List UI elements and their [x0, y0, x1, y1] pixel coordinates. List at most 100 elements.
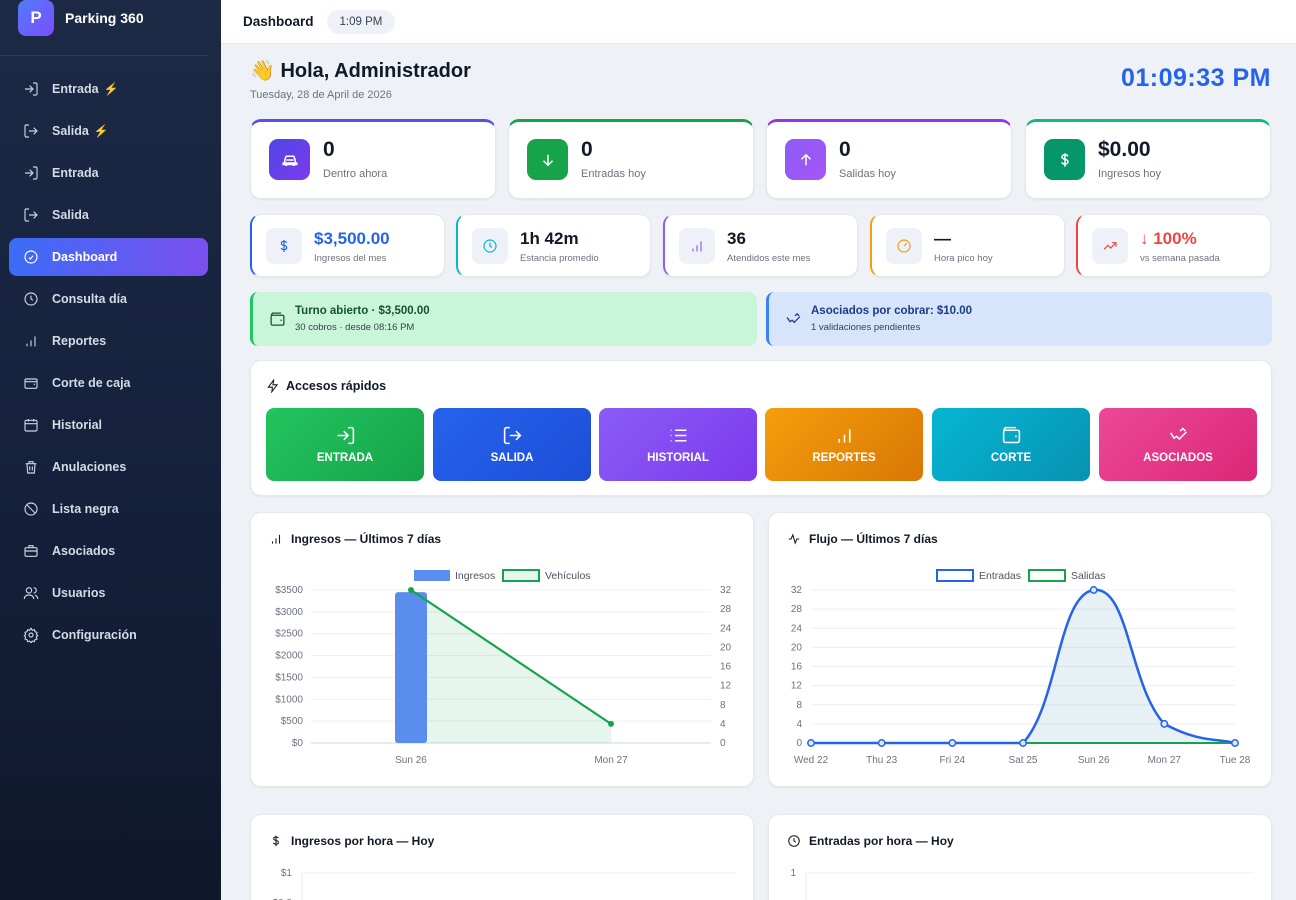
sidebar-item-salida[interactable]: Salida — [9, 196, 208, 234]
quick-historial-button[interactable]: HISTORIAL — [599, 408, 757, 481]
y-tick-label: 12 — [791, 681, 803, 692]
y-left-tick-label: $3500 — [275, 585, 303, 596]
asociados-banner[interactable]: Asociados por cobrar: $10.00 1 validacio… — [766, 292, 1272, 346]
dollar-icon — [266, 228, 302, 264]
quick-asociados-button[interactable]: ASOCIADOS — [1099, 408, 1257, 481]
metric-card-atendidos: 36 Atendidos este mes — [663, 214, 858, 277]
logout-icon — [24, 124, 38, 138]
greeting: 👋 Hola, Administrador — [250, 58, 471, 83]
y-tick-label: 28 — [791, 604, 803, 615]
legend-swatch-entradas — [936, 569, 974, 582]
bar-chart-icon — [679, 228, 715, 264]
turno-title: Turno abierto · $3,500.00 — [295, 305, 430, 317]
sidebar-item-label: Historial — [52, 418, 103, 432]
y-left-tick-label: $1000 — [275, 694, 303, 705]
dollar-icon — [1044, 139, 1085, 180]
entradas-hora-title: Entradas por hora — Hoy — [787, 834, 954, 848]
metric-value: 1h 42m — [520, 229, 579, 248]
login-icon — [25, 166, 38, 180]
stat-value: 0 — [581, 138, 593, 161]
sidebar-item-lista-negra[interactable]: Lista negra — [9, 490, 208, 528]
brand-name: Parking 360 — [65, 9, 144, 26]
y-left-tick-label: $2500 — [275, 629, 303, 640]
metric-card-hora-pico: — Hora pico hoy — [870, 214, 1065, 277]
ingresos-chart-title: Ingresos — Últimos 7 días — [269, 532, 441, 546]
sidebar-item-label: Usuarios — [52, 586, 106, 600]
ingresos-hora-title: Ingresos por hora — Hoy — [269, 834, 434, 848]
quick-salida-button[interactable]: SALIDA — [433, 408, 591, 481]
y-tick-label: 4 — [796, 719, 802, 730]
time-pill: 1:09 PM — [326, 9, 396, 34]
x-tick-label: Sun 26 — [395, 755, 427, 766]
turno-sub: 30 cobros · desde 08:16 PM — [295, 322, 415, 333]
quick-entrada-button[interactable]: ENTRADA — [266, 408, 424, 481]
sidebar-item-configuracion[interactable]: Configuración — [9, 616, 208, 654]
legend-label-entradas: Entradas — [979, 570, 1021, 582]
entradas-point — [1019, 739, 1027, 747]
stat-label: Ingresos hoy — [1098, 168, 1161, 180]
metric-card-ingresos-mes: $3,500.00 Ingresos del mes — [250, 214, 445, 277]
activity-icon — [788, 533, 800, 545]
x-tick-label: Tue 28 — [1220, 755, 1251, 766]
stat-value: 0 — [323, 138, 335, 161]
y-right-tick-label: 16 — [720, 662, 732, 673]
y-tick-label: 32 — [791, 585, 803, 596]
sidebar-item-corte-de-caja[interactable]: Corte de caja — [9, 364, 208, 402]
handshake-icon — [786, 312, 801, 324]
sidebar-item-entrada-rapida[interactable]: Entrada ⚡ — [9, 70, 208, 108]
chart-title-text: Ingresos — Últimos 7 días — [291, 532, 442, 546]
y-right-tick-label: 20 — [720, 642, 732, 653]
y-tick-label: 0 — [796, 738, 802, 749]
metric-label: Estancia promedio — [520, 253, 599, 264]
y-right-tick-label: 28 — [720, 604, 732, 615]
stat-card-salidas: 0 Salidas hoy — [766, 119, 1012, 199]
sidebar-item-dashboard[interactable]: Dashboard — [9, 238, 208, 276]
quick-button-label: SALIDA — [490, 452, 534, 464]
arrow-down-icon — [527, 139, 568, 180]
stat-value: $0.00 — [1098, 138, 1151, 161]
logout-icon — [24, 208, 38, 222]
clock-icon — [788, 835, 800, 847]
quick-corte-button[interactable]: CORTE — [932, 408, 1090, 481]
legend-swatch-ingresos — [414, 570, 450, 581]
y-left-tick-label: $2000 — [275, 651, 303, 662]
brand-logo: P — [18, 0, 54, 36]
sidebar-item-entrada[interactable]: Entrada — [9, 154, 208, 192]
metric-card-estancia: 1h 42m Estancia promedio — [456, 214, 651, 277]
x-tick-label: Thu 23 — [866, 755, 898, 766]
sidebar-item-salida-rapida[interactable]: Salida ⚡ — [9, 112, 208, 150]
turno-banner[interactable]: Turno abierto · $3,500.00 30 cobros · de… — [250, 292, 757, 346]
x-tick-label: Sat 25 — [1009, 755, 1038, 766]
greeting-text: Hola, Administrador — [280, 60, 471, 82]
metric-label: vs semana pasada — [1140, 253, 1220, 264]
x-tick-label: Mon 27 — [1148, 755, 1182, 766]
wallet-icon — [270, 312, 285, 326]
metric-value: — — [934, 229, 951, 248]
quick-reportes-button[interactable]: REPORTES — [765, 408, 923, 481]
chart-title-text: Entradas por hora — Hoy — [809, 834, 954, 848]
wallet-icon — [24, 378, 38, 389]
dollar-icon — [272, 835, 279, 847]
quick-button-label: CORTE — [990, 452, 1032, 464]
sidebar-item-consulta-dia[interactable]: Consulta día — [9, 280, 208, 318]
quick-button-label: REPORTES — [812, 452, 876, 464]
sidebar-item-anulaciones[interactable]: Anulaciones — [9, 448, 208, 486]
sidebar-item-usuarios[interactable]: Usuarios — [9, 574, 208, 612]
sidebar-item-historial[interactable]: Historial — [9, 406, 208, 444]
y-right-tick-label: 4 — [720, 719, 726, 730]
stat-label: Entradas hoy — [581, 168, 646, 180]
x-tick-label: Mon 27 — [594, 755, 628, 766]
y-left-tick-label: $3000 — [275, 607, 303, 618]
entradas-hora-chart: 1 — [790, 868, 1254, 900]
flujo-chart-card: Flujo — Últimos 7 días 0 4 8 12 16 20 24 28 32 We… — [768, 512, 1272, 787]
login-icon — [337, 426, 354, 445]
sidebar-item-label: Lista negra — [52, 502, 119, 516]
topbar-title: Dashboard — [243, 14, 314, 29]
sidebar-item-reportes[interactable]: Reportes — [9, 322, 208, 360]
car-icon — [269, 139, 310, 180]
asociados-title: Asociados por cobrar: $10.00 — [811, 305, 973, 317]
y-tick-label: $0.8 — [273, 898, 293, 900]
entradas-point — [948, 739, 957, 747]
entradas-point — [877, 739, 886, 747]
sidebar-item-asociados[interactable]: Asociados — [9, 532, 208, 570]
